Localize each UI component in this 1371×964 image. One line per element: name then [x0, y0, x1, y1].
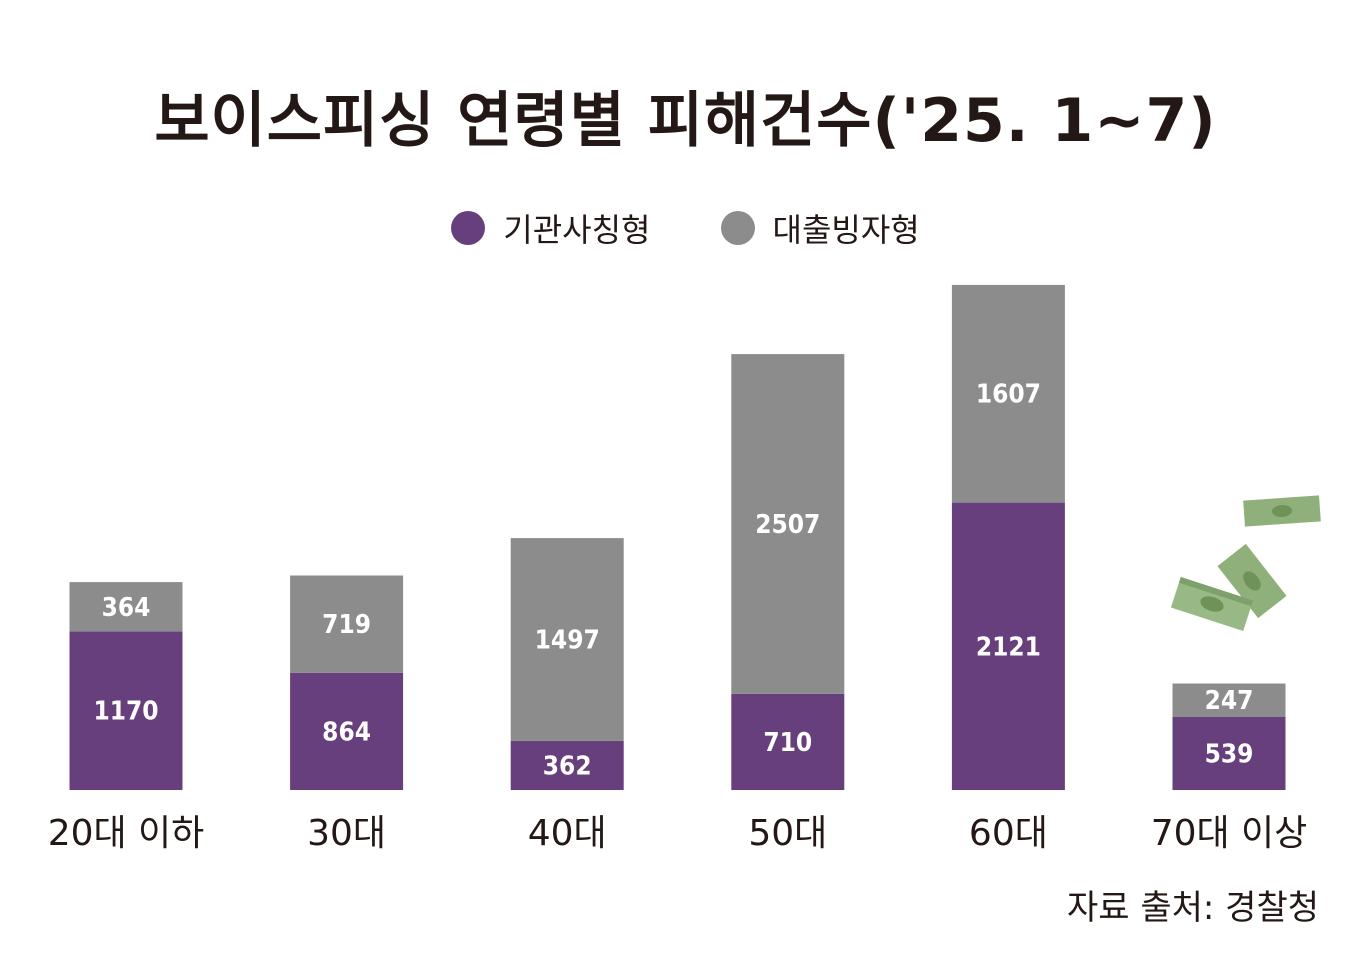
- data-label: 362: [543, 752, 592, 782]
- data-label: 1607: [976, 380, 1041, 410]
- x-axis-labels: 20대 이하 30대 40대 50대 60대 70대 이상: [48, 813, 1308, 854]
- x-tick-label: 70대 이상: [1151, 813, 1308, 854]
- data-label: 247: [1205, 686, 1254, 716]
- data-label: 2121: [976, 632, 1041, 662]
- x-tick-label: 30대: [307, 813, 386, 854]
- x-tick-label: 50대: [748, 813, 827, 854]
- data-label: 864: [322, 718, 371, 748]
- data-label: 1170: [93, 697, 158, 727]
- legend-swatch-institution: [451, 211, 486, 245]
- bar-segment: [731, 693, 845, 790]
- x-tick-label: 60대: [969, 813, 1048, 854]
- bar-segment: [69, 631, 183, 790]
- legend-swatch-loan: [720, 211, 755, 245]
- bar-segment: [1172, 683, 1286, 717]
- source-note: 자료 출처: 경찰청: [1066, 888, 1319, 928]
- x-tick-label: 40대: [528, 813, 607, 854]
- bars-group: 1170 364 864 719 362 1497 710 2507 2121 1607 539 24…: [69, 284, 1286, 790]
- chart-title: 보이스피싱 연령별 피해건수('25. 1~7): [154, 86, 1217, 156]
- legend-label-institution: 기관사칭형: [503, 211, 651, 249]
- legend-item-loan: 대출빙자형: [720, 205, 920, 251]
- bar-segment: [510, 538, 624, 741]
- data-label: 710: [763, 728, 812, 758]
- legend: 기관사칭형 대출빙자형: [0, 205, 1371, 251]
- data-label: 1497: [535, 626, 600, 656]
- bar-segment: [290, 672, 404, 790]
- data-label: 364: [102, 593, 151, 623]
- bar-segment: [951, 284, 1065, 503]
- bar-segment: [290, 575, 404, 673]
- x-tick-label: 20대 이하: [48, 813, 205, 854]
- bar-segment: [731, 354, 845, 694]
- legend-label-loan: 대출빙자형: [772, 211, 920, 249]
- legend-item-institution: 기관사칭형: [451, 205, 651, 251]
- bar-segment: [510, 740, 624, 790]
- data-label: 539: [1205, 740, 1254, 770]
- bar-segment: [69, 582, 183, 632]
- data-label: 719: [322, 610, 371, 640]
- bar-segment: [1172, 717, 1286, 790]
- money-bills-icon: [1170, 495, 1321, 631]
- bar-segment: [951, 502, 1065, 790]
- data-label: 2507: [755, 510, 820, 540]
